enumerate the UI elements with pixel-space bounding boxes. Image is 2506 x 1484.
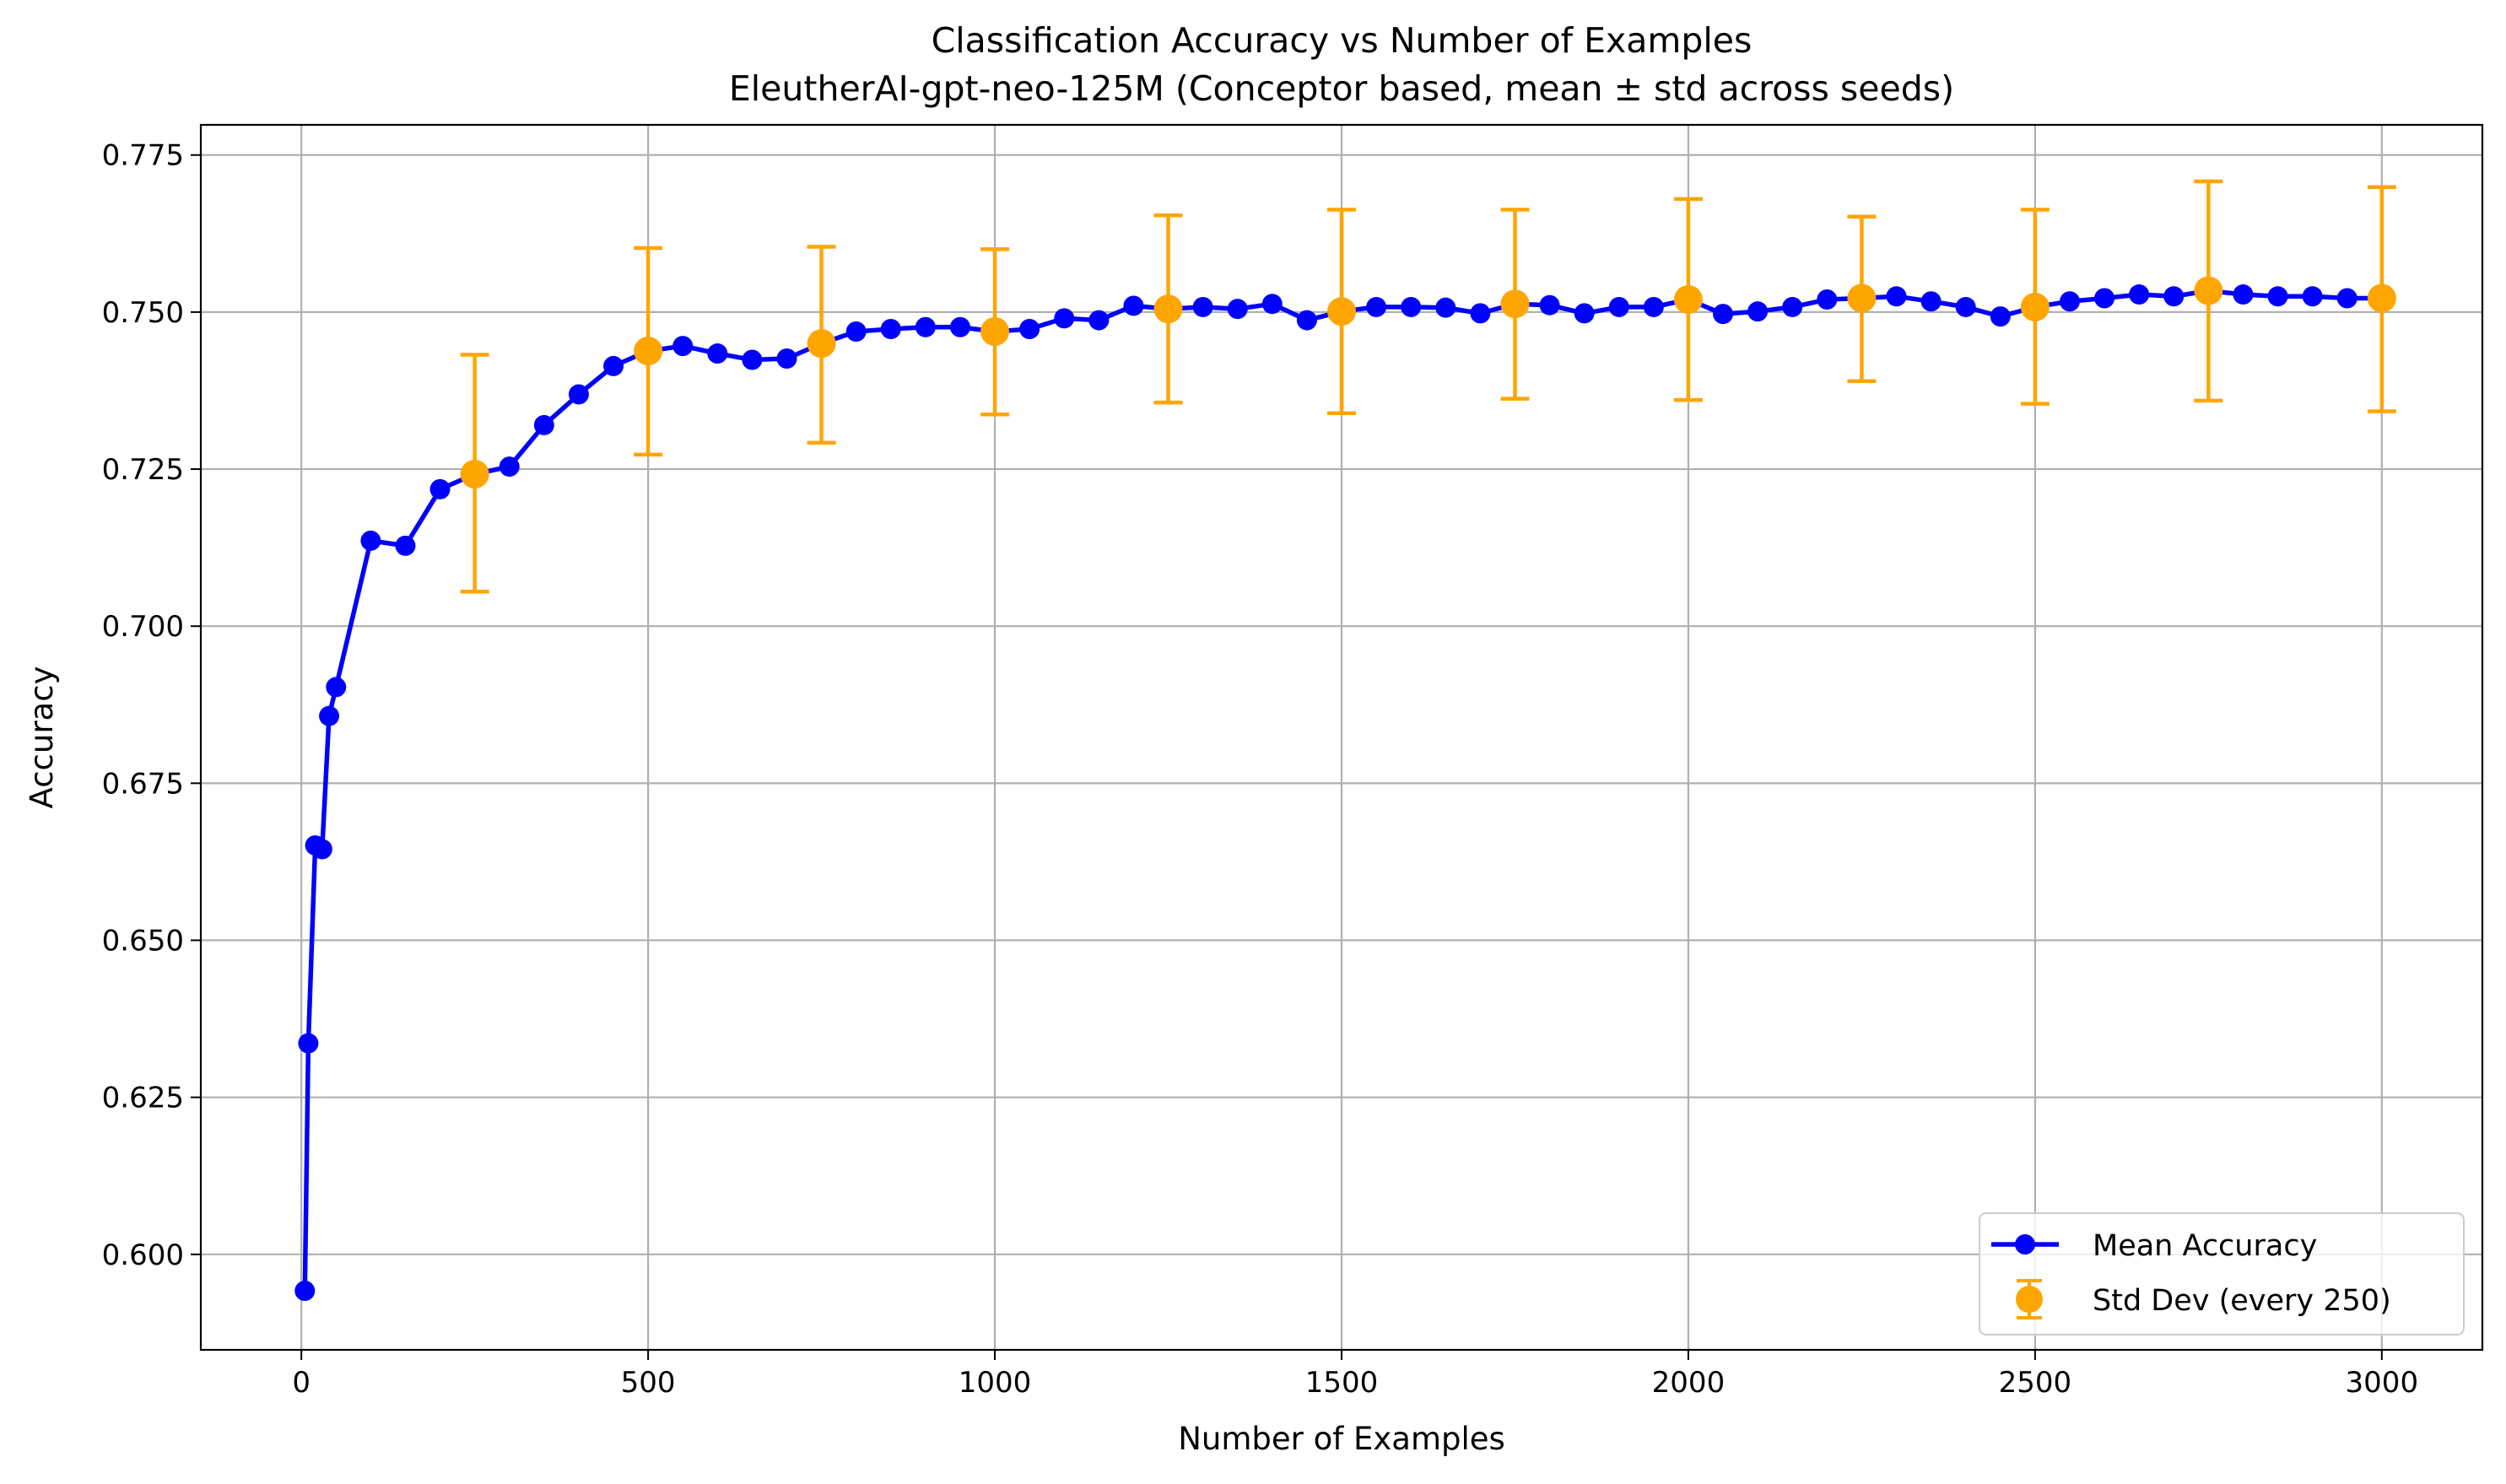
y-tick-label: 0.650 [102, 925, 184, 958]
legend-marker-mean [2015, 1234, 2035, 1255]
std-dev-point [2367, 283, 2396, 313]
chart-title: Classification Accuracy vs Number of Exa… [932, 20, 1753, 61]
mean-accuracy-point [294, 1281, 316, 1302]
std-dev-point [980, 316, 1010, 346]
std-dev-point [1153, 294, 1183, 324]
mean-accuracy-point [2336, 288, 2357, 309]
mean-accuracy-point [1574, 303, 1595, 324]
mean-accuracy-point [2233, 284, 2254, 305]
mean-accuracy-point [845, 321, 867, 342]
mean-accuracy-point [1886, 286, 1907, 307]
std-dev-point [2020, 292, 2050, 321]
mean-accuracy-point [1920, 291, 1942, 312]
std-dev-point [634, 337, 663, 366]
mean-accuracy-point [949, 316, 970, 337]
y-tick-label: 0.725 [102, 453, 184, 487]
mean-accuracy-point [1643, 296, 1664, 317]
x-tick-label: 2500 [1999, 1366, 2072, 1400]
legend-label-mean: Mean Accuracy [2093, 1229, 2317, 1263]
mean-accuracy-point [311, 839, 332, 860]
std-dev-point [1673, 285, 1703, 315]
mean-accuracy-point [319, 705, 340, 726]
mean-accuracy-point [1366, 296, 1387, 317]
mean-accuracy-point [326, 677, 347, 698]
y-tick-label: 0.775 [102, 139, 184, 173]
mean-accuracy-point [360, 530, 381, 551]
mean-accuracy-point [776, 348, 797, 369]
x-tick-label: 2000 [1652, 1366, 1726, 1400]
mean-accuracy-point [1054, 308, 1075, 329]
mean-accuracy-point [2129, 284, 2150, 305]
mean-accuracy-point [1747, 301, 1769, 322]
x-tick-label: 500 [621, 1366, 676, 1400]
mean-accuracy-point [499, 456, 520, 478]
mean-accuracy-point [1192, 296, 1213, 317]
mean-accuracy-point [298, 1033, 319, 1054]
mean-accuracy-point [742, 349, 763, 370]
legend-frame [1979, 1212, 2465, 1336]
mean-accuracy-point [1296, 310, 1317, 331]
chart-subtitle: EleutherAI-gpt-neo-125M (Conceptor based… [729, 68, 1954, 109]
x-tick-label: 0 [292, 1366, 311, 1400]
mean-accuracy-point [880, 319, 901, 339]
errorbar-points [460, 276, 2396, 489]
std-dev-point [1847, 283, 1877, 313]
mean-accuracy-point [672, 336, 694, 357]
x-tick-label: 1500 [1305, 1366, 1379, 1400]
legend-marker-std [2016, 1286, 2043, 1313]
mean-accuracy-point [2163, 286, 2185, 307]
x-tick-label: 1000 [959, 1366, 1032, 1400]
mean-accuracy-point [1019, 319, 1040, 339]
std-dev-point [2194, 276, 2223, 305]
x-axis: 0 500 1000 1500 2000 2500 3000 [292, 1350, 2418, 1400]
y-tick-label: 0.750 [102, 296, 184, 330]
mean-accuracy-point [915, 316, 936, 337]
mean-accuracy-point [1227, 299, 1248, 320]
std-dev-point [807, 329, 836, 359]
mean-accuracy-point [2302, 286, 2323, 307]
mean-accuracy-point [707, 343, 728, 364]
mean-accuracy-point [1123, 295, 1144, 316]
y-tick-label: 0.700 [102, 610, 184, 644]
x-tick-label: 3000 [2346, 1366, 2419, 1400]
mean-accuracy-point [1713, 304, 1734, 325]
mean-accuracy-point [1470, 303, 1491, 324]
mean-accuracy-point [395, 535, 416, 556]
mean-accuracy-point [1088, 310, 1110, 331]
mean-accuracy-point [603, 355, 624, 376]
mean-accuracy-point [1608, 296, 1629, 317]
mean-accuracy-point [1990, 306, 2011, 327]
mean-accuracy-point [429, 478, 451, 499]
mean-accuracy-point [1782, 296, 1803, 317]
mean-accuracy-point [1261, 294, 1283, 315]
x-axis-label: Number of Examples [1178, 1421, 1505, 1457]
std-dev-point [460, 460, 489, 489]
y-axis-label: Accuracy [24, 666, 60, 809]
legend-label-std: Std Dev (every 250) [2093, 1284, 2391, 1318]
y-tick-label: 0.675 [102, 767, 184, 801]
legend-entry-std: Std Dev (every 250) [2016, 1279, 2391, 1319]
mean-accuracy-point [2267, 286, 2288, 307]
std-dev-point [1500, 289, 1530, 319]
std-dev-point [1327, 297, 1356, 326]
mean-accuracy-point [1955, 296, 1976, 317]
mean-accuracy-point [1401, 296, 1422, 317]
y-axis: 0.600 0.625 0.650 0.675 0.700 0.725 0.750 0.775 [102, 139, 201, 1272]
mean-accuracy-point [1817, 289, 1838, 310]
mean-accuracy-point [568, 384, 589, 405]
legend: Mean Accuracy Std Dev (every 250) [1979, 1212, 2465, 1336]
mean-accuracy-point [1435, 297, 1456, 318]
mean-accuracy-point [2059, 291, 2080, 312]
y-tick-label: 0.625 [102, 1082, 184, 1115]
mean-accuracy-point [1539, 294, 1560, 316]
legend-entry-mean: Mean Accuracy [1991, 1229, 2317, 1263]
y-tick-label: 0.600 [102, 1238, 184, 1272]
mean-accuracy-point [2094, 288, 2115, 309]
mean-accuracy-point [533, 414, 554, 435]
